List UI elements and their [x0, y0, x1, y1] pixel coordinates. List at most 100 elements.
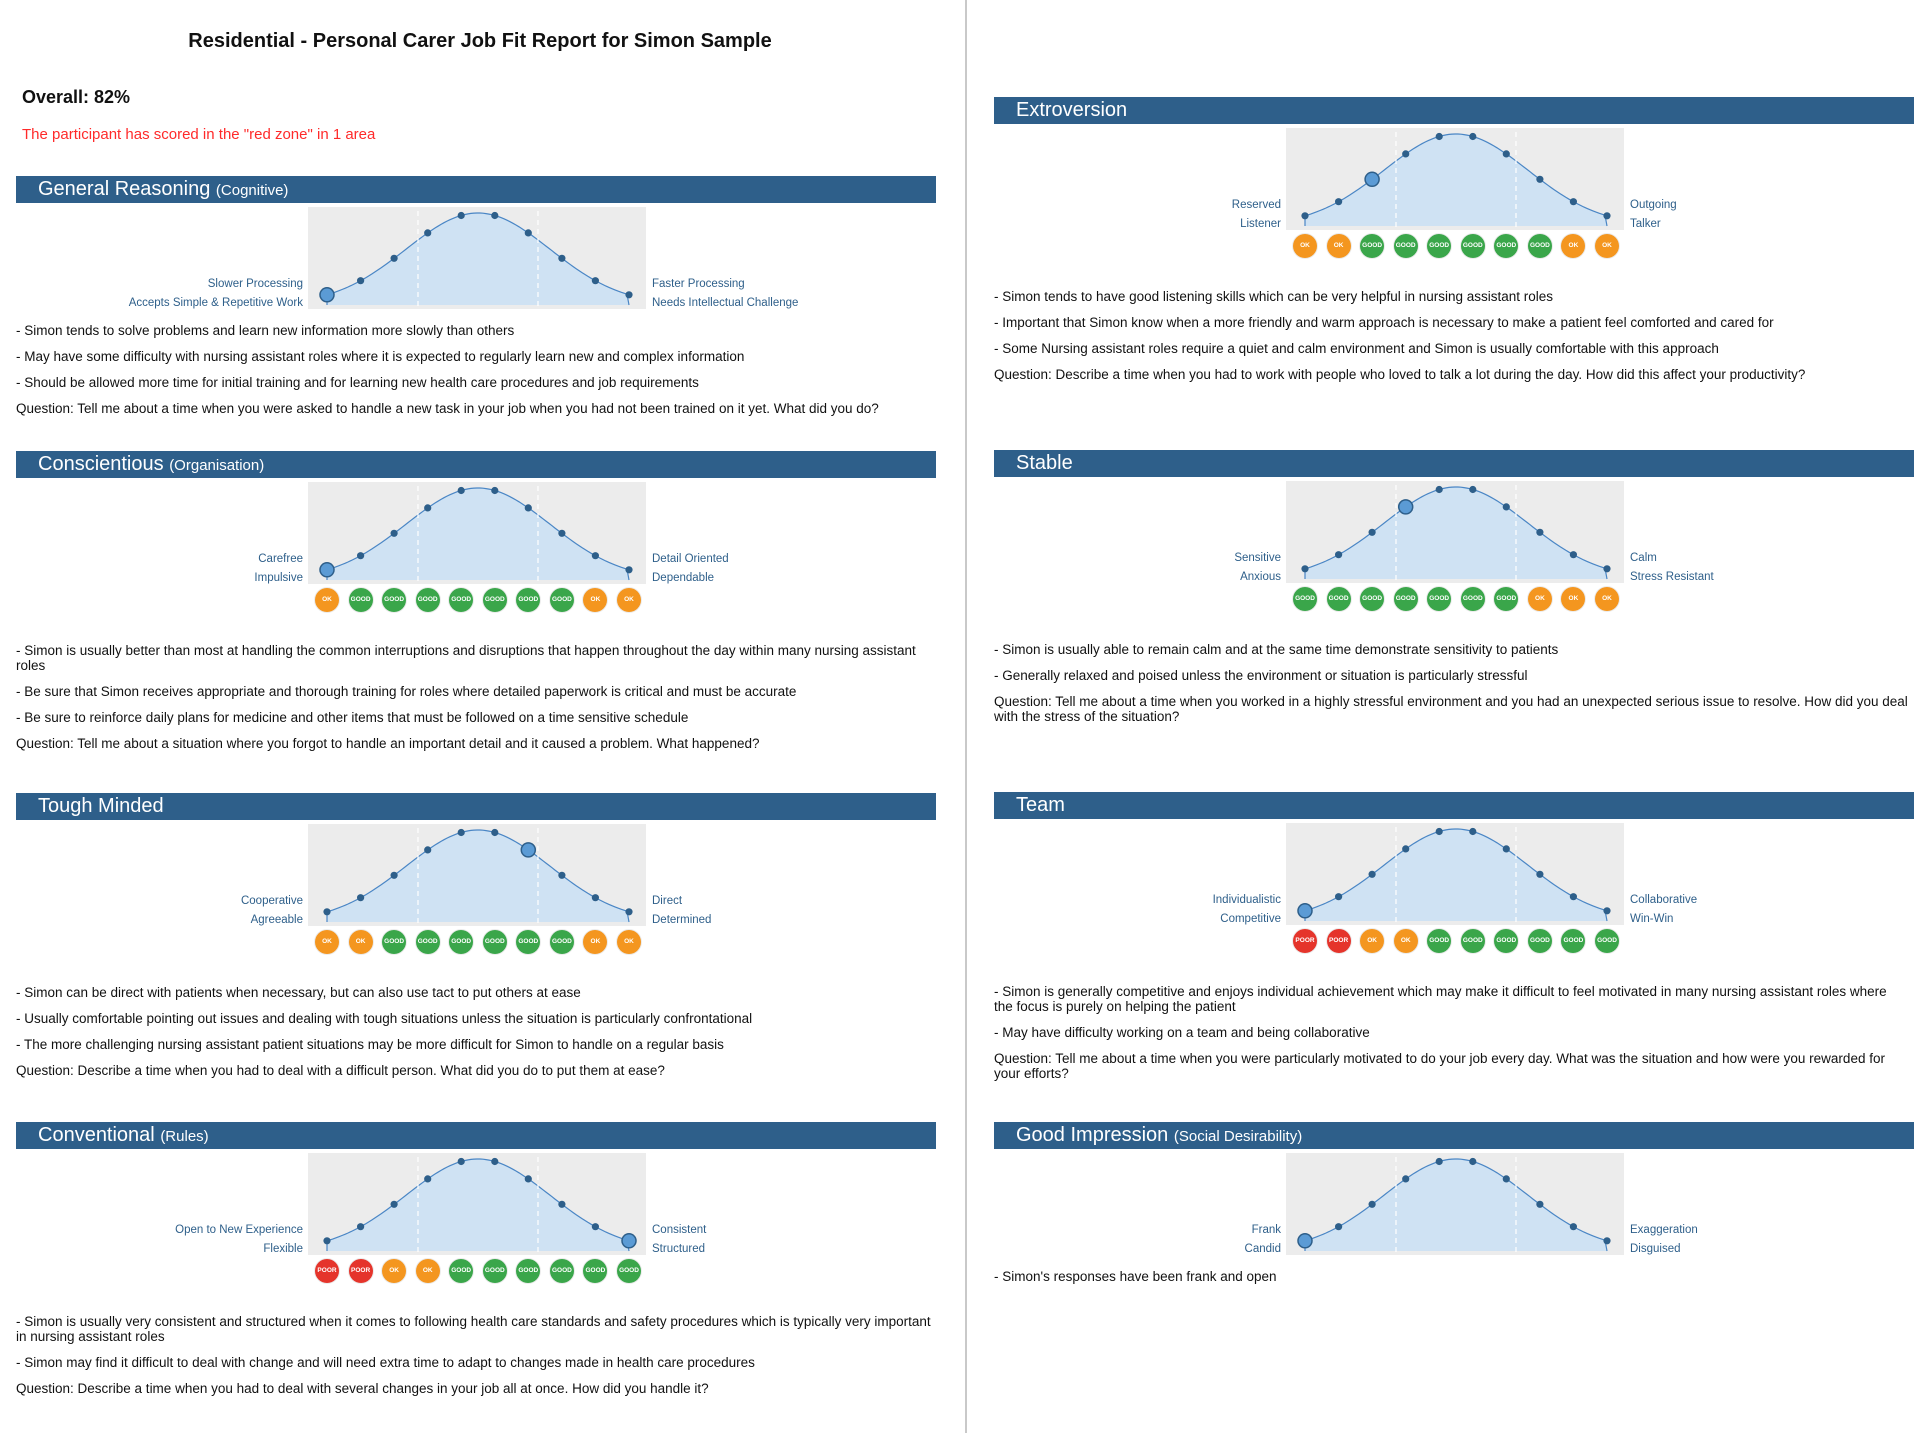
rating-badge-ok: OK — [1293, 234, 1317, 258]
right-label-bottom: Structured — [652, 1243, 706, 1255]
rating-badge-good: GOOD — [449, 1259, 474, 1283]
left-label-bottom: Anxious — [1240, 571, 1281, 583]
rating-badge-poor: POOR — [1293, 929, 1317, 953]
section-header: Conventional (Rules) — [16, 1122, 936, 1149]
scale-point-3 — [1368, 1200, 1376, 1208]
rating-badge-good: GOOD — [1326, 587, 1351, 611]
rating-badge-good: GOOD — [1527, 929, 1552, 953]
note-bullet: - May have some difficulty with nursing … — [16, 349, 745, 364]
rating-badge-good: GOOD — [1460, 587, 1485, 611]
rating-badge-ok: OK — [583, 588, 608, 612]
section-header: General Reasoning (Cognitive) — [16, 176, 936, 203]
scale-point-9 — [591, 552, 599, 560]
scale-point-5 — [457, 486, 465, 495]
section-title: Conscientious — [38, 453, 164, 475]
section-team: Team Individualistic Competitive Collaborat… — [994, 792, 1914, 1081]
curve-area — [1305, 829, 1607, 921]
left-label-top: Reserved — [1231, 199, 1281, 211]
section-good-impression: Good Impression (Social Desirability) Fra… — [994, 1122, 1914, 1295]
curve-line — [1304, 828, 1608, 922]
curve-area — [327, 488, 629, 580]
rating-badge-ok: OK — [1393, 929, 1418, 953]
rating-badge-good: GOOD — [549, 930, 574, 954]
rating-badge-ok: OK — [315, 930, 339, 954]
rating-badge-good: GOOD — [549, 1259, 574, 1283]
rating-badge-good: GOOD — [482, 1259, 507, 1283]
note-bullet: - Usually comfortable pointing out issue… — [16, 1011, 753, 1026]
section-stable: Stable Sensitive Anxious Calm Stress Resista… — [994, 450, 1914, 724]
score-marker — [621, 1233, 637, 1249]
right-label-bottom: Win-Win — [1630, 913, 1674, 925]
scale-point-8 — [558, 1200, 566, 1208]
scale-point-3 — [390, 1200, 398, 1208]
section-notes: - Simon tends to solve problems and lear… — [16, 323, 931, 416]
scale-point-6 — [1469, 485, 1477, 494]
scale-point-7 — [524, 229, 532, 237]
scale-point-6 — [1469, 827, 1477, 836]
rating-badge-good: GOOD — [1360, 234, 1385, 258]
rating-badge-poor: POOR — [1326, 929, 1351, 953]
left-label-top: Slower Processing — [207, 278, 303, 290]
score-marker — [1297, 1233, 1313, 1249]
scale-point-9 — [591, 1223, 599, 1231]
rating-badge-good: GOOD — [583, 1259, 608, 1283]
right-label-top: Exaggeration — [1630, 1224, 1698, 1236]
scale-point-6 — [1469, 132, 1477, 141]
rating-badge-good: GOOD — [449, 930, 474, 954]
note-bullet: - Simon is usually very consistent and s… — [16, 1314, 931, 1344]
scale-point-5 — [1435, 485, 1443, 494]
scale-point-7 — [1502, 845, 1510, 853]
scale-point-10 — [1603, 565, 1611, 573]
section-notes: - Simon is usually very consistent and s… — [16, 1314, 931, 1396]
rating-badge-good: GOOD — [482, 930, 507, 954]
scale-point-10 — [1603, 1237, 1611, 1245]
right-label-bottom: Disguised — [1630, 1243, 1681, 1255]
rating-badge-good: GOOD — [1527, 234, 1552, 258]
score-marker — [319, 287, 335, 303]
curve-line — [326, 1158, 630, 1252]
rating-badge-good: GOOD — [1393, 234, 1418, 258]
scale-point-4 — [424, 229, 432, 237]
rating-badges: GOOD GOOD GOOD GOOD GOOD GOOD GOOD OK OK OK — [994, 587, 1914, 615]
left-label-top: Open to New Experience — [175, 1224, 303, 1236]
right-label-top: Calm — [1630, 552, 1657, 564]
overall-score: Overall: 82% — [22, 87, 131, 107]
scale-point-1 — [323, 1237, 331, 1245]
section-title: Stable — [1016, 452, 1073, 474]
scale-point-8 — [558, 254, 566, 262]
section-subtitle: (Rules) — [160, 1128, 209, 1145]
bell-curve-chart: Individualistic Competitive Collaborative W… — [994, 823, 1914, 925]
section-header: Tough Minded — [16, 793, 936, 820]
curve-area — [1305, 487, 1607, 579]
scale-point-8 — [1536, 528, 1544, 536]
scale-point-9 — [1569, 198, 1577, 206]
left-label-bottom: Agreeable — [250, 914, 303, 926]
rating-badge-good: GOOD — [1460, 929, 1485, 953]
curve-line — [326, 212, 630, 306]
left-label-bottom: Flexible — [263, 1243, 303, 1255]
bell-curve-svg — [1286, 1153, 1624, 1255]
scale-point-3 — [390, 254, 398, 262]
score-marker — [1397, 499, 1414, 515]
section-header: Stable — [994, 450, 1914, 477]
scale-point-8 — [1536, 870, 1544, 878]
bell-curve-chart: Frank Candid Exaggeration Disguised — [994, 1153, 1914, 1255]
section-notes: - Simon is usually able to remain calm a… — [994, 642, 1909, 724]
rating-badge-ok: OK — [617, 588, 641, 612]
left-label-bottom: Impulsive — [254, 572, 303, 584]
note-bullet: - The more challenging nursing assistant… — [16, 1037, 724, 1052]
rating-badge-ok: OK — [348, 930, 373, 954]
note-bullet: - Simon may find it difficult to deal wi… — [16, 1355, 755, 1370]
rating-badge-good: GOOD — [1595, 929, 1619, 953]
scale-point-3 — [390, 871, 398, 879]
section-notes: - Simon's responses have been frank and … — [994, 1269, 1909, 1284]
rating-badge-good: GOOD — [617, 1259, 641, 1283]
bell-curve-svg — [1286, 128, 1624, 230]
rating-badge-ok: OK — [583, 930, 608, 954]
bell-curve-chart: Open to New Experience Flexible Consistent… — [16, 1153, 936, 1255]
bell-curve-svg — [308, 824, 646, 926]
rating-badge-good: GOOD — [516, 930, 541, 954]
section-header: Conscientious (Organisation) — [16, 451, 936, 478]
interview-question: Question: Tell me about a time when you … — [16, 401, 879, 416]
right-label-top: Outgoing — [1630, 199, 1677, 211]
